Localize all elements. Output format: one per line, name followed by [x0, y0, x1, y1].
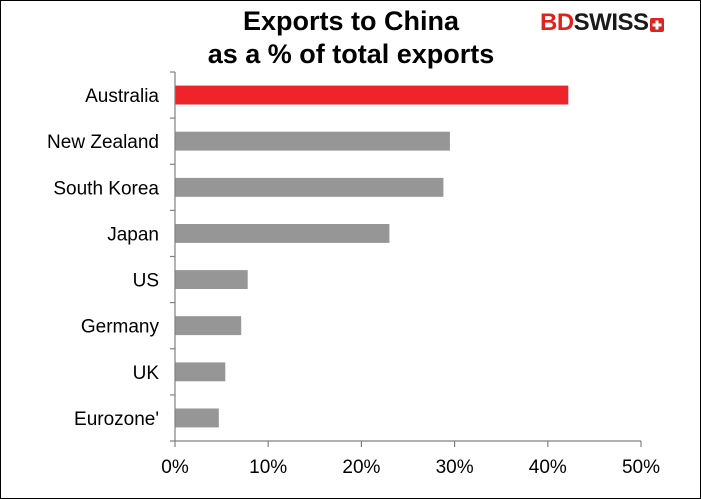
category-label: UK: [133, 363, 160, 384]
category-label: Australia: [85, 86, 159, 107]
bdswiss-logo: BDSWISS: [540, 9, 664, 37]
chart-title-line-1: Exports to China: [242, 6, 459, 36]
category-label: US: [133, 271, 159, 292]
x-tick-label: 20%: [342, 457, 380, 478]
bar-germany: [175, 316, 242, 336]
bar-south-korea: [175, 177, 444, 197]
logo-brand-bd: BD: [540, 9, 574, 36]
x-tick-label: 0%: [161, 457, 189, 478]
bar-uk: [175, 362, 226, 382]
bar-us: [175, 270, 248, 289]
category-label: South Korea: [53, 178, 159, 199]
swiss-cross-icon: [649, 11, 664, 39]
bar-new-zealand: [175, 131, 450, 151]
category-label: Eurozone': [74, 409, 159, 430]
chart-title-line-2: as a % of total exports: [207, 39, 495, 69]
logo-brand-swiss: SWISS: [573, 9, 649, 36]
category-label: Germany: [81, 317, 160, 338]
category-label: Japan: [107, 224, 159, 245]
category-label: New Zealand: [47, 132, 159, 153]
x-tick-label: 30%: [436, 457, 474, 478]
bar-japan: [175, 224, 390, 243]
bar-australia: [175, 85, 569, 105]
x-tick-label: 40%: [529, 457, 567, 478]
bar-eurozone: [175, 408, 219, 428]
x-tick-label: 10%: [249, 457, 287, 478]
x-tick-label: 50%: [622, 457, 660, 478]
chart-title: Exports to China as a % of total exports: [151, 5, 551, 71]
